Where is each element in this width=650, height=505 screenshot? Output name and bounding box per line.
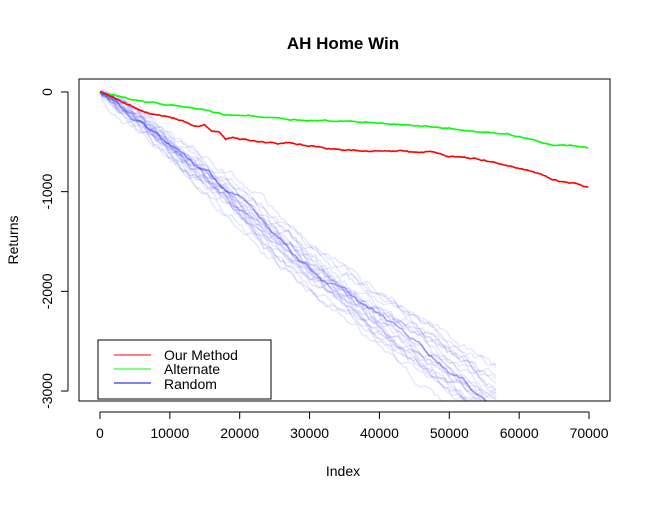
random-replicate-line xyxy=(99,91,497,398)
chart-title: AH Home Win xyxy=(287,34,399,53)
x-tick-label: 0 xyxy=(96,425,104,441)
x-tick-label: 60000 xyxy=(500,425,539,441)
x-axis-label: Index xyxy=(326,463,360,479)
legend-label-random: Random xyxy=(164,376,217,392)
x-tick-label: 30000 xyxy=(290,425,329,441)
x-tick-label: 10000 xyxy=(150,425,189,441)
random-replicate-line xyxy=(99,89,466,401)
random-replicate-line xyxy=(99,91,443,401)
y-tick-label: -1000 xyxy=(39,174,55,210)
random-replicate-line xyxy=(99,91,497,395)
random-replicate-line xyxy=(99,91,474,401)
random-replicate-line xyxy=(99,91,497,384)
x-axis: 0 10000 20000 30000 40000 50000 60000 70000 xyxy=(96,411,609,441)
legend-label-our-method: Our Method xyxy=(164,347,238,363)
random-replicate-line xyxy=(99,91,478,401)
legend-label-alternate: Alternate xyxy=(164,361,220,377)
random-replicate-line xyxy=(99,90,468,401)
random-replicate-line xyxy=(99,88,497,400)
random-replicate-line xyxy=(100,91,497,391)
y-tick-label: 0 xyxy=(39,88,55,96)
random-replicate-line xyxy=(99,91,483,401)
y-axis-label: Returns xyxy=(5,215,21,264)
y-tick-label: -2000 xyxy=(39,273,55,309)
x-tick-label: 40000 xyxy=(360,425,399,441)
x-tick-label: 20000 xyxy=(220,425,259,441)
series-line-alternate xyxy=(99,91,589,149)
plot-frame xyxy=(78,78,611,402)
y-tick-label: -3000 xyxy=(39,373,55,409)
random-replicate-line xyxy=(99,91,465,401)
x-tick-label: 70000 xyxy=(570,425,609,441)
plot-area xyxy=(99,88,589,401)
x-tick-label: 50000 xyxy=(430,425,469,441)
random-replicate-line xyxy=(99,91,497,401)
random-replicate-line xyxy=(99,90,487,401)
y-axis: 0 -1000 -2000 -3000 xyxy=(39,88,69,409)
random-replicate-line xyxy=(99,91,487,401)
random-replicate-line xyxy=(99,91,497,368)
legend: Our Method Alternate Random xyxy=(97,339,272,400)
series-line-random xyxy=(99,91,493,401)
random-replicate-line xyxy=(99,91,497,391)
random-replicate-line xyxy=(99,91,497,380)
random-replicate-line xyxy=(99,91,482,401)
random-replicate-line xyxy=(99,91,497,377)
series-line-our-method xyxy=(100,91,589,188)
random-replicate-line xyxy=(99,91,479,401)
random-replicate-line xyxy=(99,91,497,366)
random-replicate-line xyxy=(99,91,497,400)
random-replicate-line xyxy=(99,91,467,401)
